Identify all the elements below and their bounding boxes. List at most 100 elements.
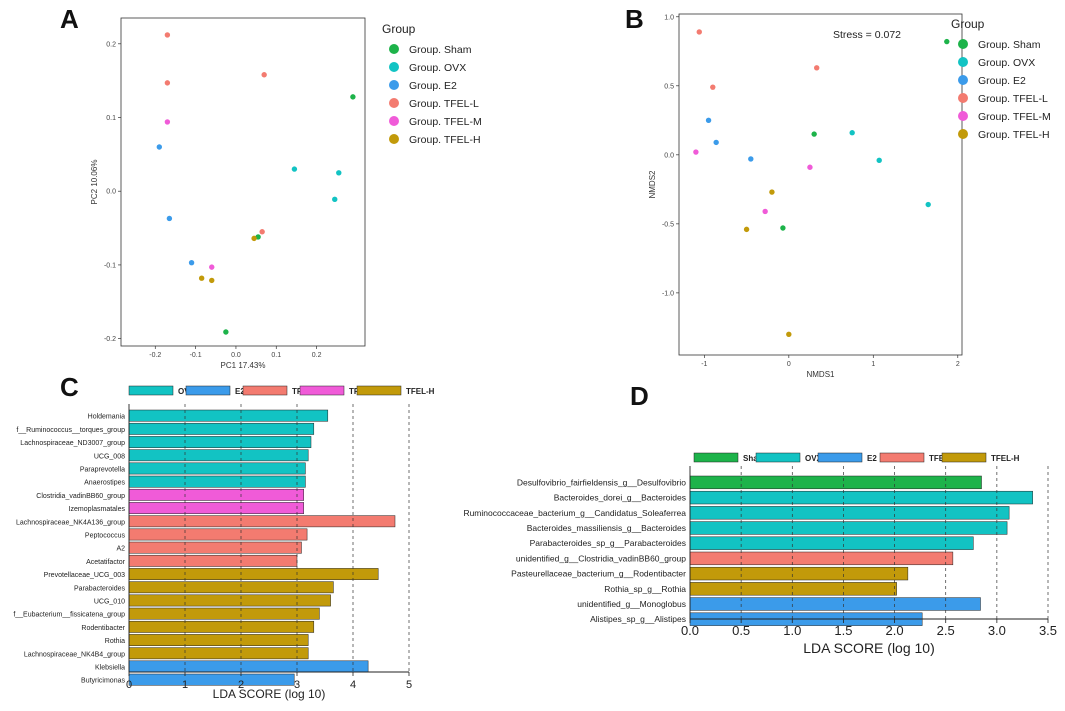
data-point [251,235,257,242]
y-tick-label: 1.0 [664,14,674,21]
feature-label: Anaerostipes [84,480,125,487]
data-point [693,149,699,155]
x-tick-label: 0.0 [681,623,699,638]
data-point [762,208,768,215]
lda-bar [128,673,295,686]
lda-bar [689,536,974,550]
lefse-bar-chart-genus: Holdemania f__Ruminococcus__torques_group… [13,385,435,701]
data-point [291,166,298,172]
legend-swatch [755,452,801,463]
legend-swatch [389,44,399,54]
x-tick-label: 1 [871,361,875,368]
lda-bar [689,475,982,490]
feature-label: Klebsiella [95,664,125,671]
lda-bar [128,502,304,514]
feature-label: Ruminococcaceae_bacterium_g__Candidatus_… [463,508,686,518]
legend-swatch [128,385,174,396]
plot-frame [120,17,366,347]
lda-bar [128,475,306,488]
panel-label-c: C [60,372,79,402]
data-point [209,264,215,270]
data-point [811,131,817,137]
y-tick-label: 0.0 [106,189,116,196]
data-point [876,157,882,164]
lda-bar [128,449,309,462]
pca-plot: -0.2 -0.1 0.0 0.1 0.2 -0.2 -0.1 0.0 0.1 0.2 PC1 17… [90,17,482,370]
x-tick-label: 3.0 [988,623,1006,638]
feature-label: Prevotellaceae_UCG_003 [44,572,125,579]
x-tick-label: 0.1 [271,352,281,359]
data-point [849,130,855,136]
legend-swatch [299,385,345,396]
lda-bar [689,506,1010,520]
feature-label: Lachnospiraceae_NK4A136_group [16,519,125,526]
data-point [198,275,205,281]
feature-label: Desulfovibrio_fairfieldensis_g__Desulfov… [517,477,686,487]
feature-label: f__Ruminococcus__torques_group [16,427,125,434]
lda-bar [128,594,331,607]
x-tick-label: -0.1 [190,352,202,359]
x-tick-label: 2 [238,679,244,691]
feature-label: Peptococcus [85,532,126,539]
data-point [748,156,754,162]
feature-label: Bacteroides_dorei_g__Bacteroides [554,493,686,503]
data-point [786,331,792,337]
y-tick-label: -0.2 [104,336,116,343]
x-tick-label: 0.2 [312,352,322,359]
x-tick-label: -0.2 [149,352,161,359]
feature-label: Holdemania [88,414,125,421]
lda-bar [128,515,396,528]
feature-label: Bacteroides_massiliensis_g__Bacteroides [527,523,686,533]
legend-swatch [389,134,399,144]
legend-label: Group. Sham [409,44,472,56]
feature-label: Paraprevotella [80,466,125,473]
x-tick-label: 5 [406,679,412,691]
data-point [769,189,775,195]
legend-swatch [356,385,402,396]
lda-bar [128,660,369,673]
x-tick-label: -1 [701,361,707,368]
legend-label: E2 [867,454,877,463]
lda-bar [128,422,315,435]
x-tick-label: 0 [787,361,791,368]
legend-swatch [693,452,739,463]
feature-label: A2 [116,546,125,553]
data-point [209,277,215,284]
data-point [166,215,173,222]
data-point [156,144,163,150]
data-point [710,84,716,90]
lda-bar [128,541,302,554]
lda-bar [128,634,309,646]
legend-swatch [958,93,968,103]
feature-label: Rothia_sp_g__Rothia [604,584,686,594]
legend-label: Group. OVX [409,62,466,74]
feature-label: Butyricimonas [81,678,125,685]
data-point [259,229,265,235]
data-point [713,139,719,146]
legend-swatch [958,111,968,121]
panel-label-b: B [625,4,644,34]
lda-bar [128,620,315,633]
x-tick-label: 1 [182,679,188,691]
data-point [164,80,171,86]
feature-label: Clostridia_vadinBB60_group [36,493,125,500]
x-tick-label: 1.5 [834,623,852,638]
legend-swatch [389,116,399,126]
legend-swatch [879,452,925,463]
x-tick-label: 0.5 [732,623,750,638]
legend-label: OVX [805,454,823,463]
legend-swatch [958,39,968,49]
feature-label: Rothia [105,638,125,645]
data-point [350,94,356,100]
legend-label: Group. OVX [978,57,1035,69]
data-point [164,32,171,38]
panel-label-a: A [60,4,79,34]
legend-title: Group [951,17,985,31]
lda-bar [128,462,306,475]
legend-label: TFEL-H [406,387,435,396]
nmds-plot: -1 0 1 2 -1.0 -0.5 0.0 0.5 1.0 NMDS1 NMDS2 Stress =… [648,13,1051,379]
y-tick-label: 0.0 [664,152,674,159]
feature-label: Acetatifactor [86,559,126,566]
legend-label: Group. TFEL-L [409,98,479,110]
data-point [780,225,786,231]
